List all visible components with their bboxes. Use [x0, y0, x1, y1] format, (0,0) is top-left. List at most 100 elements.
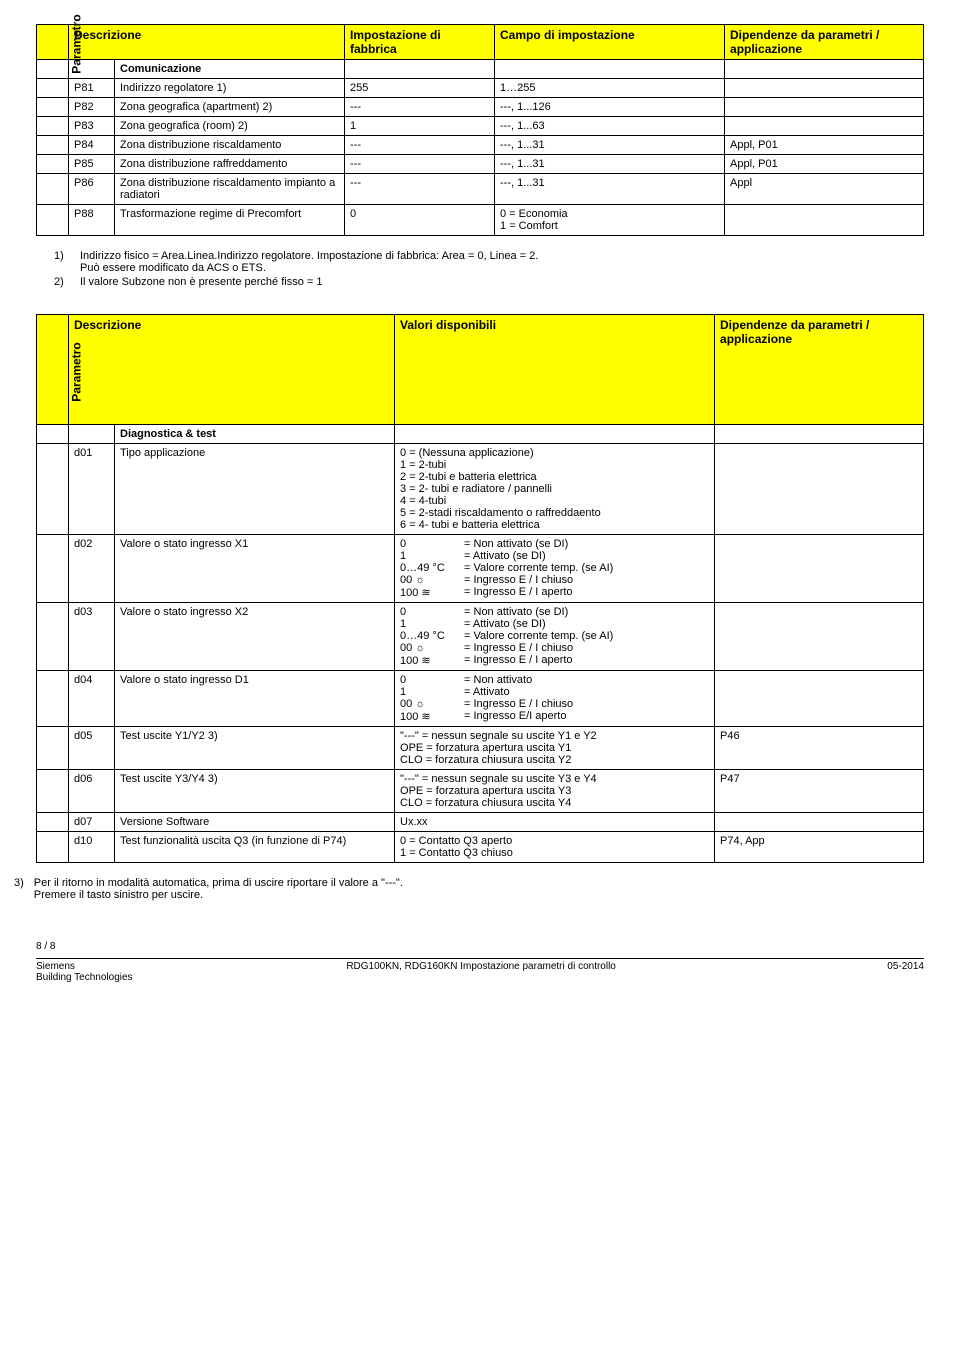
cell-valori: "---" = nessun segnale su uscite Y3 e Y4…	[395, 770, 715, 813]
cell-desc: Tipo applicazione	[115, 444, 395, 535]
cell-dep	[715, 671, 924, 727]
cell-fabbrica: ---	[345, 174, 495, 205]
table-row: P84Zona distribuzione riscaldamento-----…	[37, 136, 924, 155]
section-title: Diagnostica & test	[115, 425, 395, 444]
table-diagnostica: Parametro Descrizione Valori disponibili…	[36, 314, 924, 863]
cell-fabbrica: ---	[345, 98, 495, 117]
cell-dep	[725, 79, 924, 98]
col-parametro: Parametro	[37, 25, 69, 60]
cell-fabbrica: 1	[345, 117, 495, 136]
col-valori: Valori disponibili	[395, 315, 715, 425]
section-title: Comunicazione	[115, 60, 345, 79]
cell-param: d01	[69, 444, 115, 535]
cell-dep: P46	[715, 727, 924, 770]
cell-valori: 0= Non attivato (se DI)1= Attivato (se D…	[395, 535, 715, 603]
cell-valori: 0 = Contatto Q3 aperto1 = Contatto Q3 ch…	[395, 832, 715, 863]
page-footer: 8 / 8 Siemens RDG100KN, RDG160KN Imposta…	[36, 941, 924, 983]
footer-right: 05-2014	[887, 961, 924, 972]
cell-desc: Zona geografica (room) 2)	[115, 117, 345, 136]
cell-desc: Test funzionalità uscita Q3 (in funzione…	[115, 832, 395, 863]
cell-campo: ---, 1...31	[495, 174, 725, 205]
cell-desc: Valore o stato ingresso X2	[115, 603, 395, 671]
cell-dep	[715, 603, 924, 671]
table-row: P83Zona geografica (room) 2)1---, 1...63	[37, 117, 924, 136]
cell-desc: Zona distribuzione riscaldamento	[115, 136, 345, 155]
cell-dep: P47	[715, 770, 924, 813]
cell-param: P88	[69, 205, 115, 236]
note-3-text: Per il ritorno in modalità automatica, p…	[34, 877, 403, 901]
cell-dep	[725, 98, 924, 117]
table-row: d06Test uscite Y3/Y4 3)"---" = nessun se…	[37, 770, 924, 813]
cell-campo: ---, 1...31	[495, 155, 725, 174]
cell-valori: Ux.xx	[395, 813, 715, 832]
footer-left1: Siemens	[36, 961, 75, 972]
col-parametro: Parametro	[37, 315, 69, 425]
cell-campo: ---, 1...126	[495, 98, 725, 117]
cell-param: P84	[69, 136, 115, 155]
cell-dep	[715, 444, 924, 535]
table-row: d01Tipo applicazione0 = (Nessuna applica…	[37, 444, 924, 535]
cell-param: P86	[69, 174, 115, 205]
cell-desc: Test uscite Y1/Y2 3)	[115, 727, 395, 770]
note-item: 1)Indirizzo fisico = Area.Linea.Indirizz…	[54, 250, 924, 274]
table-row: P82Zona geografica (apartment) 2)------,…	[37, 98, 924, 117]
table-row: d02Valore o stato ingresso X10= Non atti…	[37, 535, 924, 603]
cell-dep	[725, 205, 924, 236]
cell-param: P81	[69, 79, 115, 98]
cell-valori: 0 = (Nessuna applicazione)1 = 2-tubi2 = …	[395, 444, 715, 535]
cell-fabbrica: ---	[345, 155, 495, 174]
cell-dep	[715, 813, 924, 832]
footer-center: RDG100KN, RDG160KN Impostazione parametr…	[346, 961, 616, 972]
cell-desc: Zona geografica (apartment) 2)	[115, 98, 345, 117]
cell-desc: Indirizzo regolatore 1)	[115, 79, 345, 98]
cell-valori: "---" = nessun segnale su uscite Y1 e Y2…	[395, 727, 715, 770]
table-row: P86Zona distribuzione riscaldamento impi…	[37, 174, 924, 205]
cell-dep	[715, 535, 924, 603]
footer-left2: Building Technologies	[36, 972, 924, 983]
table-row: P85Zona distribuzione raffreddamento----…	[37, 155, 924, 174]
cell-campo: 1…255	[495, 79, 725, 98]
cell-dep	[725, 117, 924, 136]
table-row: d04Valore o stato ingresso D10= Non atti…	[37, 671, 924, 727]
page-number: 8 / 8	[36, 941, 924, 952]
cell-desc: Trasformazione regime di Precomfort	[115, 205, 345, 236]
cell-desc: Valore o stato ingresso D1	[115, 671, 395, 727]
cell-param: P85	[69, 155, 115, 174]
cell-dep: Appl, P01	[725, 155, 924, 174]
cell-desc: Valore o stato ingresso X1	[115, 535, 395, 603]
cell-dep: Appl	[725, 174, 924, 205]
note-3: 3) Per il ritorno in modalità automatica…	[14, 877, 924, 901]
cell-param: d04	[69, 671, 115, 727]
cell-param: P82	[69, 98, 115, 117]
col-descrizione: Descrizione	[69, 315, 395, 425]
cell-campo: 0 = Economia 1 = Comfort	[495, 205, 725, 236]
table-row: P88Trasformazione regime di Precomfort00…	[37, 205, 924, 236]
cell-fabbrica: 255	[345, 79, 495, 98]
col-campo: Campo di impostazione	[495, 25, 725, 60]
cell-desc: Versione Software	[115, 813, 395, 832]
cell-valori: 0= Non attivato1= Attivato00 ☼= Ingresso…	[395, 671, 715, 727]
table-row: d03Valore o stato ingresso X20= Non atti…	[37, 603, 924, 671]
table-row: d07Versione SoftwareUx.xx	[37, 813, 924, 832]
cell-param: d06	[69, 770, 115, 813]
col-descrizione: Descrizione	[69, 25, 345, 60]
table-row: P81Indirizzo regolatore 1)2551…255	[37, 79, 924, 98]
cell-dep: P74, App	[715, 832, 924, 863]
col-dipendenze: Dipendenze da parametri / applicazione	[725, 25, 924, 60]
cell-param: d03	[69, 603, 115, 671]
cell-param: d02	[69, 535, 115, 603]
cell-param: P83	[69, 117, 115, 136]
table-row: d10Test funzionalità uscita Q3 (in funzi…	[37, 832, 924, 863]
note-item: 2)Il valore Subzone non è presente perch…	[54, 276, 924, 288]
cell-dep: Appl, P01	[725, 136, 924, 155]
cell-fabbrica: 0	[345, 205, 495, 236]
cell-param: d07	[69, 813, 115, 832]
note-3-num: 3)	[14, 877, 24, 901]
cell-desc: Zona distribuzione raffreddamento	[115, 155, 345, 174]
table-row: d05Test uscite Y1/Y2 3)"---" = nessun se…	[37, 727, 924, 770]
cell-campo: ---, 1...31	[495, 136, 725, 155]
cell-fabbrica: ---	[345, 136, 495, 155]
notes-list-1: 1)Indirizzo fisico = Area.Linea.Indirizz…	[36, 250, 924, 288]
col-fabbrica: Impostazione di fabbrica	[345, 25, 495, 60]
cell-campo: ---, 1...63	[495, 117, 725, 136]
